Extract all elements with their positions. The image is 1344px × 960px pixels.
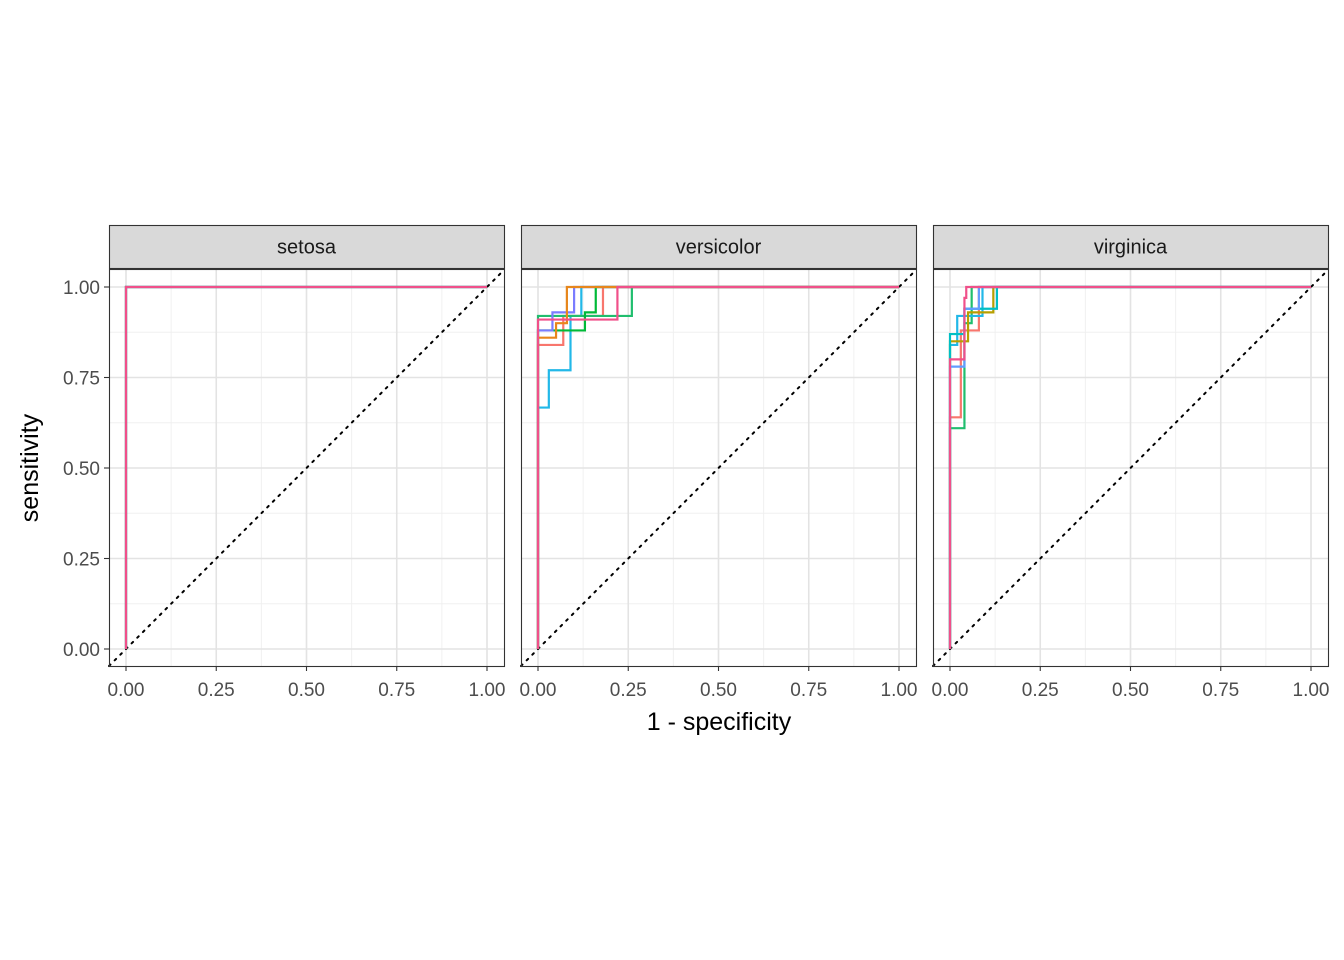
reference-diagonal [108, 268, 505, 668]
facet-panel-setosa: setosa 0.00 0.25 0.50 0.75 1.00 0.00 0.25 0.50 0.… [63, 224, 506, 701]
y-tick-label: 0.50 [63, 459, 100, 480]
facet-panel-versicolor: versicolor 0.00 0.25 0.50 0.75 1.00 [520, 224, 918, 701]
facet-strip [932, 224, 1330, 270]
x-tick-label: 0.50 [700, 680, 737, 701]
x-tick-label: 0.75 [790, 680, 827, 701]
y-axis-title: sensitivity [16, 413, 44, 522]
facet-strip [520, 224, 918, 270]
facet-strip-label: versicolor [676, 237, 762, 259]
roc-curve-series-3 [124, 285, 487, 649]
reference-diagonal [520, 268, 917, 668]
facet-strip-label: virginica [1094, 237, 1168, 259]
facet-strip-label: setosa [277, 237, 337, 259]
y-tick-label: 0.00 [63, 640, 100, 661]
x-tick-label: 0.00 [932, 680, 969, 701]
roc-curve-series-6 [948, 285, 1311, 649]
x-tick-label: 0.00 [520, 680, 557, 701]
x-tick-label: 0.75 [378, 680, 415, 701]
reference-diagonal [932, 268, 1329, 668]
facet-panel-virginica: virginica 0.00 0.25 0.50 0.75 1.00 [932, 224, 1330, 701]
roc-curve-series-6 [536, 285, 899, 649]
x-tick-label: 0.75 [1202, 680, 1239, 701]
x-tick-label: 0.50 [288, 680, 325, 701]
x-tick-label: 1.00 [1293, 680, 1330, 701]
x-tick-label: 1.00 [469, 680, 506, 701]
y-tick-label: 1.00 [63, 278, 100, 299]
y-tick-label: 0.75 [63, 369, 100, 390]
x-tick-label: 0.25 [610, 680, 647, 701]
x-tick-label: 0.50 [1112, 680, 1149, 701]
roc-curve-series-0 [536, 285, 899, 649]
facet-panels: setosa 0.00 0.25 0.50 0.75 1.00 0.00 0.25 0.50 0.… [63, 224, 1330, 701]
x-tick-label: 0.00 [108, 680, 145, 701]
x-tick-label: 0.25 [1022, 680, 1059, 701]
y-tick-label: 0.25 [63, 550, 100, 571]
x-tick-label: 1.00 [881, 680, 918, 701]
x-tick-label: 0.25 [198, 680, 235, 701]
facet-strip [108, 224, 506, 270]
x-axis-title: 1 - specificity [647, 708, 792, 736]
